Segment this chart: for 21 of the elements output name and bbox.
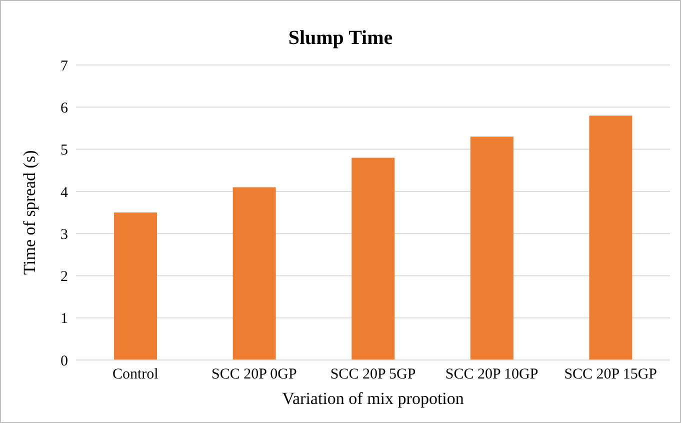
x-tick-label: SCC 20P 15GP bbox=[564, 366, 658, 383]
bar bbox=[114, 212, 158, 360]
y-axis-title: Time of spread (s) bbox=[20, 150, 40, 275]
y-tick-label: 1 bbox=[60, 311, 68, 328]
y-tick-label: 6 bbox=[60, 100, 68, 116]
y-tick-label: 2 bbox=[60, 269, 68, 286]
x-tick-label: Control bbox=[112, 366, 158, 383]
y-tick-label: 0 bbox=[60, 353, 68, 370]
x-axis-title: Variation of mix propotion bbox=[282, 389, 464, 408]
chart-title: Slump Time bbox=[287, 27, 394, 50]
y-tick-label: 4 bbox=[60, 184, 68, 201]
bar bbox=[232, 187, 276, 360]
y-tick-label: 5 bbox=[60, 142, 68, 159]
x-tick-label: SCC 20P 0GP bbox=[212, 366, 297, 383]
x-tick-label: SCC 20P 10GP bbox=[445, 366, 538, 383]
bar bbox=[470, 136, 514, 360]
bar bbox=[589, 116, 632, 360]
x-tick-label: SCC 20P 5GP bbox=[330, 366, 416, 383]
y-tick-label: 3 bbox=[60, 226, 68, 243]
y-tick-label: 7 bbox=[60, 58, 68, 74]
bar bbox=[352, 158, 395, 360]
